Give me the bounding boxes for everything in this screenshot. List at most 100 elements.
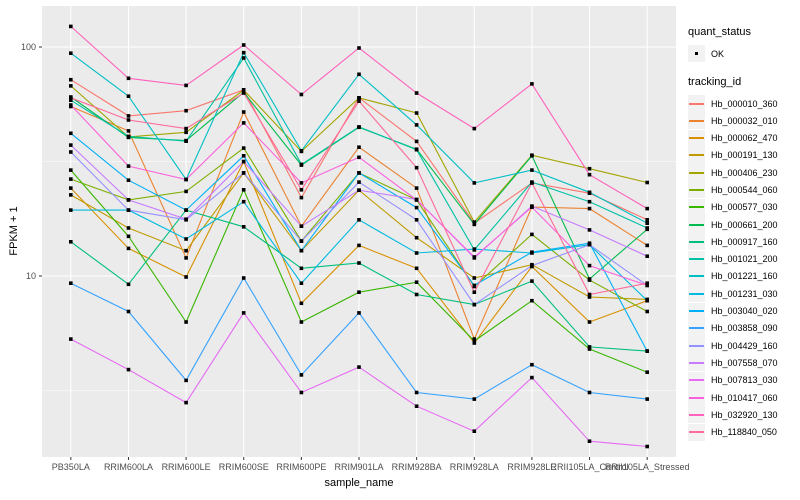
legend-item-Hb_007558_070: Hb_007558_070: [688, 354, 800, 372]
data-point: [645, 206, 649, 211]
data-point: [414, 165, 419, 170]
data-point: [69, 96, 73, 100]
series-color-line-icon: [689, 188, 704, 191]
legend-key-Hb_007558_070: [688, 354, 705, 372]
x-tick-label: RRIM928BA: [392, 462, 442, 472]
data-point: [241, 159, 246, 164]
data-point: [69, 193, 73, 197]
data-point: [472, 337, 477, 341]
series-color-line-icon: [689, 361, 704, 364]
data-point: [530, 205, 534, 209]
x-tick-label: RRIM928LE: [507, 462, 556, 472]
series-color-line-icon: [689, 310, 704, 313]
legend-item-label: Hb_000010_360: [711, 98, 778, 109]
legend-key-Hb_000406_230: [688, 164, 705, 182]
data-point: [126, 282, 131, 287]
legend-item-Hb_000577_030: Hb_000577_030: [688, 198, 800, 216]
legend-key-Hb_004429_160: [688, 337, 705, 355]
series-color-line-icon: [689, 102, 704, 105]
data-point: [587, 242, 592, 247]
legend-item-label: Hb_000917_160: [711, 236, 778, 247]
legend-key-Hb_000032_010: [688, 112, 705, 130]
legend-key-Hb_001221_160: [688, 267, 705, 285]
data-point: [184, 189, 188, 194]
data-point: [241, 199, 246, 204]
legend-item-label: Hb_004429_160: [711, 340, 778, 351]
data-point: [530, 279, 534, 283]
data-point: [299, 195, 304, 200]
data-point: [414, 186, 419, 190]
series-color-line-icon: [689, 413, 704, 416]
series-color-line-icon: [689, 275, 704, 278]
legend-key-Hb_032920_130: [688, 406, 705, 424]
data-point: [69, 337, 73, 341]
data-point: [241, 276, 246, 280]
y-tick-label: 10: [26, 271, 36, 281]
data-point: [414, 123, 419, 127]
data-point: [414, 205, 419, 210]
data-point: [530, 298, 534, 303]
data-point: [184, 320, 188, 324]
data-point: [414, 404, 419, 408]
data-point: [184, 83, 188, 88]
x-tick-label: PB350LA: [52, 462, 90, 472]
data-point: [69, 77, 73, 82]
data-point: [126, 178, 131, 182]
data-point: [126, 367, 131, 372]
data-point: [69, 177, 73, 181]
data-point: [126, 118, 131, 122]
data-point: [357, 46, 361, 50]
legend-item-Hb_032920_130: Hb_032920_130: [688, 406, 800, 424]
data-point: [357, 180, 361, 184]
data-point: [299, 239, 304, 243]
data-point: [69, 208, 73, 212]
data-point: [414, 390, 419, 395]
data-point: [472, 341, 477, 345]
data-point: [645, 243, 649, 248]
data-point: [299, 181, 304, 185]
data-point: [126, 94, 131, 98]
data-point: [69, 84, 73, 88]
legend-item-label: Hb_000661_200: [711, 219, 778, 230]
data-point: [414, 198, 419, 202]
series-color-line-icon: [689, 258, 704, 261]
data-point: [414, 251, 419, 255]
legend-key-Hb_001021_200: [688, 250, 705, 268]
data-point: [241, 110, 246, 114]
x-tick-label: RRIM600LA: [104, 462, 153, 472]
data-point: [357, 155, 361, 160]
data-point: [241, 88, 246, 92]
data-point: [645, 349, 649, 353]
data-point: [69, 186, 73, 190]
y-axis-title: FPKM + 1: [8, 206, 20, 256]
data-point: [587, 228, 592, 232]
data-point: [357, 171, 361, 175]
data-point: [69, 24, 73, 29]
data-point: [472, 276, 477, 280]
data-point: [299, 224, 304, 228]
data-point: [241, 171, 246, 175]
legend-item-label: Hb_007558_070: [711, 357, 778, 368]
data-point: [645, 221, 649, 225]
legend-item-label: Hb_001021_200: [711, 254, 778, 265]
legend-item-Hb_001231_030: Hb_001231_030: [688, 285, 800, 303]
data-point: [472, 302, 477, 307]
data-point: [184, 400, 188, 405]
data-point: [530, 82, 534, 86]
data-point: [414, 280, 419, 284]
data-point: [184, 237, 188, 241]
x-tick-label: RRIM600PE: [276, 462, 326, 472]
data-point: [357, 99, 361, 103]
data-point: [299, 188, 304, 192]
data-point: [126, 76, 131, 81]
data-point: [645, 281, 649, 285]
data-point: [357, 243, 361, 248]
data-point: [587, 263, 592, 268]
series-color-line-icon: [689, 223, 704, 226]
data-point: [126, 234, 131, 239]
data-point: [414, 91, 419, 95]
legend-item-Hb_000010_360: Hb_000010_360: [688, 95, 800, 112]
data-point: [357, 125, 361, 129]
legend-key-Hb_003040_020: [688, 302, 705, 320]
